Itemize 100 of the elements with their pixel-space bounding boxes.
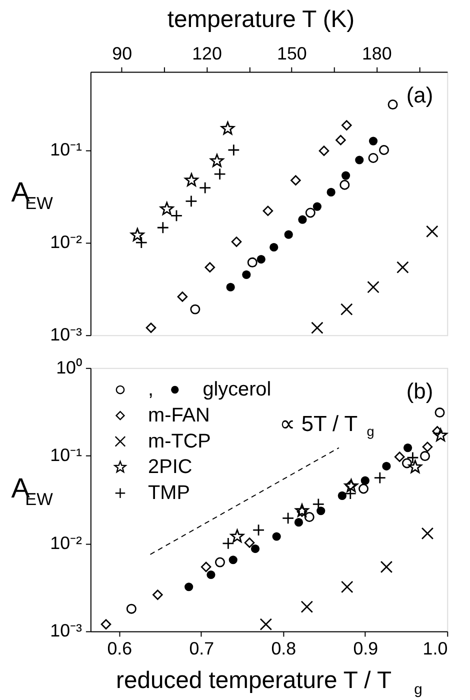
point bbox=[338, 491, 346, 500]
point bbox=[214, 168, 226, 180]
point bbox=[344, 487, 357, 500]
y-tick-label: 10⁻¹ bbox=[50, 139, 82, 160]
point bbox=[100, 619, 112, 630]
point bbox=[312, 202, 322, 211]
x-tick-label: 90 bbox=[112, 43, 132, 64]
point bbox=[247, 257, 258, 268]
point bbox=[342, 120, 352, 130]
y-tick-label: 10⁻³ bbox=[50, 620, 82, 641]
point bbox=[210, 154, 224, 167]
point bbox=[242, 270, 251, 279]
point bbox=[290, 175, 301, 186]
point bbox=[231, 236, 242, 247]
point bbox=[358, 484, 368, 494]
point bbox=[355, 156, 364, 164]
x-tick-label: 0.6 bbox=[107, 638, 132, 659]
x-tick-label: 0.7 bbox=[189, 638, 214, 659]
point bbox=[222, 537, 234, 550]
point bbox=[382, 462, 391, 470]
point bbox=[379, 145, 390, 155]
x-tick-label: 180 bbox=[362, 43, 392, 64]
annotation: (a) bbox=[406, 82, 434, 108]
point bbox=[170, 210, 183, 222]
point bbox=[408, 460, 422, 474]
y-tick-label: 10⁻² bbox=[50, 532, 82, 553]
point bbox=[300, 600, 314, 613]
legend-label: m-FAN bbox=[148, 404, 210, 427]
point bbox=[204, 262, 216, 272]
point bbox=[421, 527, 434, 540]
point bbox=[316, 506, 326, 516]
point bbox=[244, 538, 255, 548]
point bbox=[388, 100, 398, 110]
point bbox=[420, 451, 430, 462]
legend-label: TMP bbox=[148, 482, 190, 504]
point bbox=[367, 280, 380, 294]
point bbox=[230, 529, 244, 542]
point bbox=[200, 562, 212, 572]
legend-label: 2PIC bbox=[148, 456, 192, 478]
x-tick-label: 120 bbox=[192, 43, 222, 64]
point bbox=[256, 254, 266, 264]
point bbox=[184, 582, 194, 592]
point bbox=[190, 304, 200, 314]
point bbox=[160, 202, 174, 216]
point bbox=[282, 512, 294, 524]
point bbox=[214, 557, 225, 568]
legend-label: , bbox=[148, 378, 154, 401]
point bbox=[184, 173, 198, 186]
legend-label: glycerol bbox=[202, 378, 272, 401]
point bbox=[270, 242, 278, 252]
point bbox=[394, 452, 405, 462]
point bbox=[250, 544, 260, 554]
point bbox=[152, 590, 163, 600]
point bbox=[185, 195, 198, 208]
x-axis-title: temperature T (K) bbox=[167, 6, 355, 34]
point bbox=[305, 208, 316, 218]
point bbox=[228, 144, 240, 156]
point bbox=[368, 152, 378, 163]
point bbox=[220, 122, 235, 135]
point bbox=[130, 228, 144, 242]
point bbox=[340, 580, 354, 594]
y-tick-label: 10⁰ bbox=[56, 357, 82, 378]
x-tick-label: 1.0 bbox=[422, 638, 448, 659]
point bbox=[434, 428, 448, 442]
annotation: (b) bbox=[406, 378, 434, 404]
point bbox=[135, 236, 148, 249]
point bbox=[206, 570, 216, 580]
point bbox=[252, 524, 265, 536]
point bbox=[368, 136, 378, 146]
point bbox=[228, 556, 238, 564]
point bbox=[403, 443, 412, 452]
point bbox=[360, 476, 370, 485]
x-tick-label: 150 bbox=[277, 43, 307, 64]
y-tick-label: 10⁻¹ bbox=[50, 445, 82, 466]
point bbox=[272, 532, 281, 541]
point bbox=[340, 303, 353, 316]
point bbox=[341, 171, 350, 180]
point bbox=[146, 322, 156, 333]
point bbox=[294, 518, 304, 527]
point bbox=[380, 560, 393, 574]
point bbox=[426, 225, 438, 238]
point bbox=[311, 322, 324, 334]
legend-label: m-TCP bbox=[148, 430, 211, 452]
point bbox=[260, 618, 272, 630]
point bbox=[318, 146, 330, 156]
point bbox=[434, 408, 445, 418]
point bbox=[340, 180, 350, 190]
point bbox=[326, 188, 336, 196]
point bbox=[156, 221, 170, 234]
point bbox=[422, 442, 433, 452]
y-tick-label: 10⁻³ bbox=[50, 324, 82, 345]
point bbox=[177, 292, 188, 302]
point bbox=[374, 472, 386, 484]
point bbox=[126, 604, 136, 614]
point bbox=[198, 182, 212, 194]
point bbox=[304, 512, 314, 522]
point bbox=[298, 215, 307, 224]
x-tick-label: 0.8 bbox=[271, 638, 296, 659]
point bbox=[226, 282, 235, 292]
point bbox=[396, 261, 409, 274]
